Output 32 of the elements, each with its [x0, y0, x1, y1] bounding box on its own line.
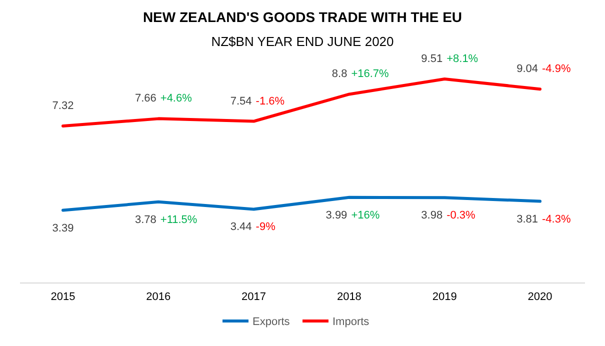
legend-label: Imports [332, 316, 370, 328]
x-tick-label: 2016 [146, 291, 171, 303]
annotation: -4.9% [542, 63, 571, 76]
data-label: 8.8 [332, 68, 348, 80]
x-tick-label: 2017 [242, 291, 266, 303]
annotation: -1.6% [256, 95, 285, 108]
data-label: 3.81 [516, 213, 538, 226]
annotation: -0.3% [446, 210, 476, 222]
annotation: -9% [256, 221, 276, 234]
data-label: 3.44 [230, 221, 252, 234]
data-label: 3.99 [326, 209, 348, 222]
data-label: 7.66 [134, 92, 156, 105]
data-label: 9.04 [516, 63, 538, 76]
x-tick-label: 2019 [432, 291, 457, 303]
data-label: 3.78 [134, 214, 156, 226]
chart-title: NEW ZEALAND'S GOODS TRADE WITH THE EU [142, 9, 462, 25]
annotation: +4.6% [160, 92, 192, 105]
x-tick-label: 2020 [528, 291, 552, 303]
annotation: -4.3% [542, 213, 571, 226]
x-tick-label: 2015 [50, 291, 76, 303]
annotation: +16% [351, 209, 380, 222]
data-label: 3.39 [52, 222, 74, 234]
annotation: +8.1% [446, 53, 478, 65]
data-label: 7.54 [230, 95, 252, 108]
annotation: +11.5% [160, 214, 198, 226]
data-label: 7.32 [52, 100, 74, 112]
data-label: 9.51 [421, 53, 443, 65]
data-label: 3.98 [421, 210, 443, 222]
annotation: +16.7% [351, 68, 390, 80]
legend-label: Exports [252, 316, 290, 328]
chart-subtitle: NZ$BN YEAR END JUNE 2020 [211, 34, 394, 49]
x-tick-label: 2018 [336, 291, 362, 303]
